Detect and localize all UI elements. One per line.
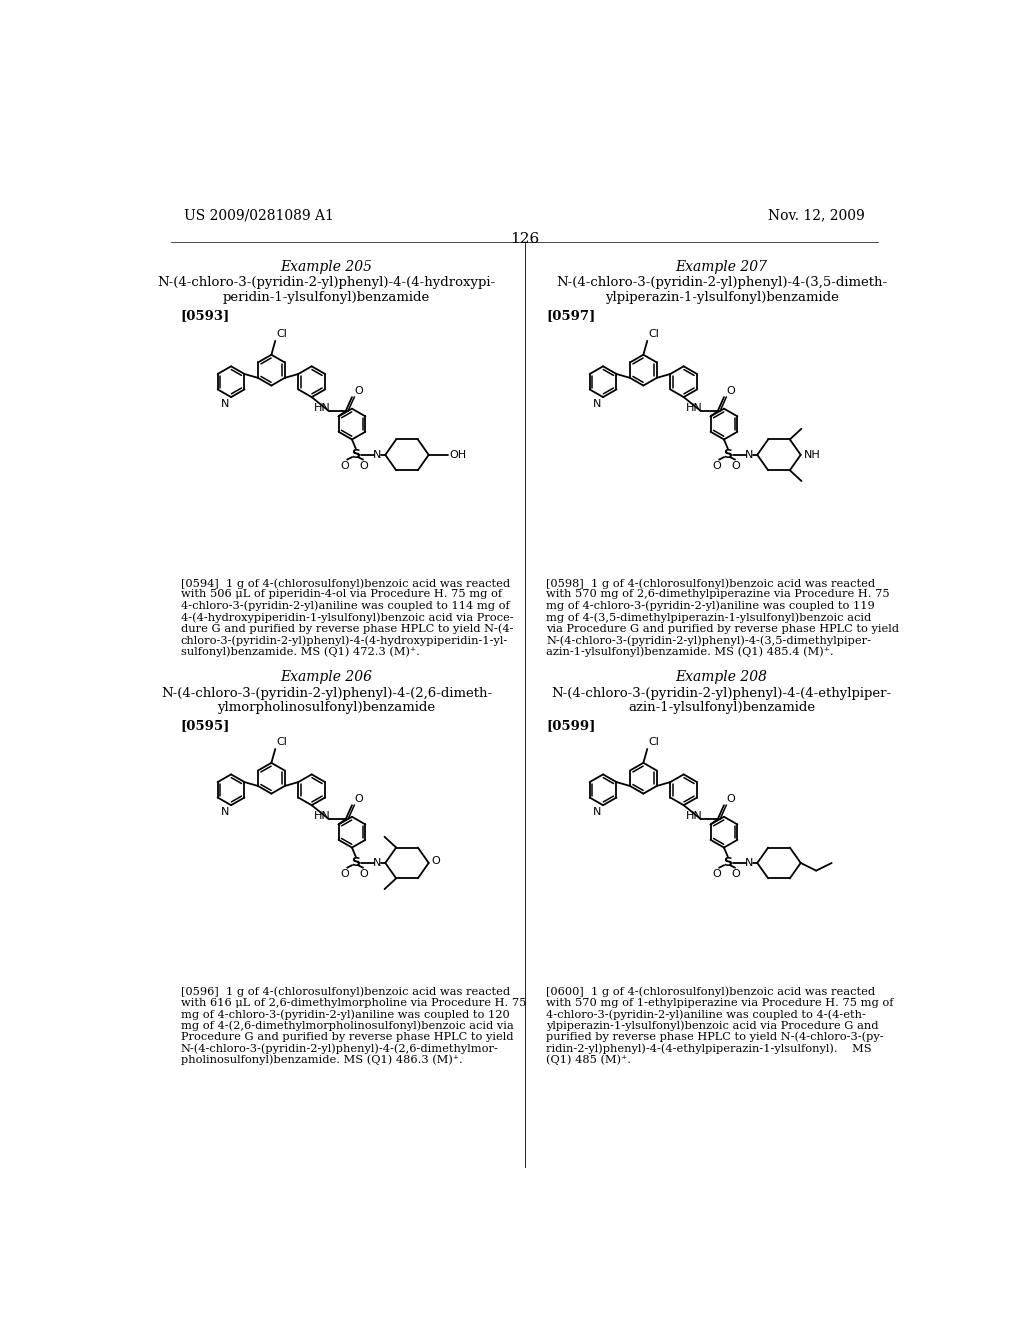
Text: N: N bbox=[745, 450, 754, 459]
Text: Example 206: Example 206 bbox=[281, 671, 373, 685]
Text: O: O bbox=[341, 869, 349, 879]
Text: Example 207: Example 207 bbox=[676, 260, 768, 275]
Text: mg of 4-chloro-3-(pyridin-2-yl)aniline was coupled to 119: mg of 4-chloro-3-(pyridin-2-yl)aniline w… bbox=[547, 601, 876, 611]
Text: chloro-3-(pyridin-2-yl)phenyl)-4-(4-hydroxypiperidin-1-yl-: chloro-3-(pyridin-2-yl)phenyl)-4-(4-hydr… bbox=[180, 635, 508, 645]
Text: N: N bbox=[221, 807, 229, 817]
Text: N: N bbox=[593, 807, 601, 817]
Text: 4-(4-hydroxypiperidin-1-ylsulfonyl)benzoic acid via Proce-: 4-(4-hydroxypiperidin-1-ylsulfonyl)benzo… bbox=[180, 612, 513, 623]
Text: mg of 4-chloro-3-(pyridin-2-yl)aniline was coupled to 120: mg of 4-chloro-3-(pyridin-2-yl)aniline w… bbox=[180, 1008, 510, 1019]
Text: Example 205: Example 205 bbox=[281, 260, 373, 275]
Text: sulfonyl)benzamide. MS (Q1) 472.3 (M)⁺.: sulfonyl)benzamide. MS (Q1) 472.3 (M)⁺. bbox=[180, 647, 420, 657]
Text: 4-chloro-3-(pyridin-2-yl)aniline was coupled to 4-(4-eth-: 4-chloro-3-(pyridin-2-yl)aniline was cou… bbox=[547, 1008, 866, 1019]
Text: via Procedure G and purified by reverse phase HPLC to yield: via Procedure G and purified by reverse … bbox=[547, 623, 899, 634]
Text: Procedure G and purified by reverse phase HPLC to yield: Procedure G and purified by reverse phas… bbox=[180, 1032, 513, 1041]
Text: ylpiperazin-1-ylsulfonyl)benzoic acid via Procedure G and: ylpiperazin-1-ylsulfonyl)benzoic acid vi… bbox=[547, 1020, 879, 1031]
Text: Cl: Cl bbox=[648, 738, 658, 747]
Text: [0595]: [0595] bbox=[180, 719, 230, 733]
Text: OH: OH bbox=[450, 450, 467, 459]
Text: O: O bbox=[731, 869, 740, 879]
Text: [0597]: [0597] bbox=[547, 309, 596, 322]
Text: 126: 126 bbox=[510, 231, 540, 246]
Text: Cl: Cl bbox=[648, 330, 658, 339]
Text: peridin-1-ylsulfonyl)benzamide: peridin-1-ylsulfonyl)benzamide bbox=[223, 290, 430, 304]
Text: N: N bbox=[745, 858, 754, 869]
Text: O: O bbox=[359, 461, 368, 471]
Text: N: N bbox=[374, 450, 382, 459]
Text: N-(4-chloro-3-(pyridin-2-yl)phenyl)-4-(4-ethylpiper-: N-(4-chloro-3-(pyridin-2-yl)phenyl)-4-(4… bbox=[552, 686, 892, 700]
Text: S: S bbox=[723, 449, 732, 462]
Text: HN: HN bbox=[314, 404, 331, 413]
Text: O: O bbox=[713, 869, 721, 879]
Text: mg of 4-(2,6-dimethylmorpholinosulfonyl)benzoic acid via: mg of 4-(2,6-dimethylmorpholinosulfonyl)… bbox=[180, 1020, 513, 1031]
Text: O: O bbox=[354, 385, 364, 396]
Text: with 616 μL of 2,6-dimethylmorpholine via Procedure H. 75: with 616 μL of 2,6-dimethylmorpholine vi… bbox=[180, 998, 526, 1007]
Text: HN: HN bbox=[686, 812, 702, 821]
Text: N-(4-chloro-3-(pyridin-2-yl)phenyl)-4-(3,5-dimeth-: N-(4-chloro-3-(pyridin-2-yl)phenyl)-4-(3… bbox=[556, 276, 887, 289]
Text: azin-1-ylsulfonyl)benzamide. MS (Q1) 485.4 (M)⁺.: azin-1-ylsulfonyl)benzamide. MS (Q1) 485… bbox=[547, 647, 835, 657]
Text: pholinosulfonyl)benzamide. MS (Q1) 486.3 (M)⁺.: pholinosulfonyl)benzamide. MS (Q1) 486.3… bbox=[180, 1055, 463, 1065]
Text: O: O bbox=[713, 461, 721, 471]
Text: [0593]: [0593] bbox=[180, 309, 230, 322]
Text: purified by reverse phase HPLC to yield N-(4-chloro-3-(py-: purified by reverse phase HPLC to yield … bbox=[547, 1032, 884, 1043]
Text: N-(4-chloro-3-(pyridin-2-yl)phenyl)-4-(3,5-dimethylpiper-: N-(4-chloro-3-(pyridin-2-yl)phenyl)-4-(3… bbox=[547, 635, 871, 645]
Text: HN: HN bbox=[314, 812, 331, 821]
Text: N: N bbox=[221, 399, 229, 409]
Text: O: O bbox=[431, 857, 439, 866]
Text: O: O bbox=[354, 793, 364, 804]
Text: O: O bbox=[726, 385, 735, 396]
Text: US 2009/0281089 A1: US 2009/0281089 A1 bbox=[183, 209, 334, 223]
Text: 4-chloro-3-(pyridin-2-yl)aniline was coupled to 114 mg of: 4-chloro-3-(pyridin-2-yl)aniline was cou… bbox=[180, 601, 510, 611]
Text: ylpiperazin-1-ylsulfonyl)benzamide: ylpiperazin-1-ylsulfonyl)benzamide bbox=[605, 290, 839, 304]
Text: with 570 mg of 2,6-dimethylpiperazine via Procedure H. 75: with 570 mg of 2,6-dimethylpiperazine vi… bbox=[547, 590, 890, 599]
Text: S: S bbox=[351, 449, 360, 462]
Text: [0598]  1 g of 4-(chlorosulfonyl)benzoic acid was reacted: [0598] 1 g of 4-(chlorosulfonyl)benzoic … bbox=[547, 578, 876, 589]
Text: HN: HN bbox=[686, 404, 702, 413]
Text: O: O bbox=[341, 461, 349, 471]
Text: with 570 mg of 1-ethylpiperazine via Procedure H. 75 mg of: with 570 mg of 1-ethylpiperazine via Pro… bbox=[547, 998, 894, 1007]
Text: O: O bbox=[359, 869, 368, 879]
Text: N-(4-chloro-3-(pyridin-2-yl)phenyl)-4-(2,6-dimeth-: N-(4-chloro-3-(pyridin-2-yl)phenyl)-4-(2… bbox=[161, 686, 492, 700]
Text: Nov. 12, 2009: Nov. 12, 2009 bbox=[768, 209, 864, 223]
Text: O: O bbox=[726, 793, 735, 804]
Text: N-(4-chloro-3-(pyridin-2-yl)phenyl)-4-(4-hydroxypi-: N-(4-chloro-3-(pyridin-2-yl)phenyl)-4-(4… bbox=[158, 276, 496, 289]
Text: ridin-2-yl)phenyl)-4-(4-ethylpiperazin-1-ylsulfonyl).    MS: ridin-2-yl)phenyl)-4-(4-ethylpiperazin-1… bbox=[547, 1043, 872, 1053]
Text: S: S bbox=[351, 857, 360, 870]
Text: mg of 4-(3,5-dimethylpiperazin-1-ylsulfonyl)benzoic acid: mg of 4-(3,5-dimethylpiperazin-1-ylsulfo… bbox=[547, 612, 871, 623]
Text: N: N bbox=[374, 858, 382, 869]
Text: [0600]  1 g of 4-(chlorosulfonyl)benzoic acid was reacted: [0600] 1 g of 4-(chlorosulfonyl)benzoic … bbox=[547, 986, 876, 997]
Text: [0596]  1 g of 4-(chlorosulfonyl)benzoic acid was reacted: [0596] 1 g of 4-(chlorosulfonyl)benzoic … bbox=[180, 986, 510, 997]
Text: with 506 μL of piperidin-4-ol via Procedure H. 75 mg of: with 506 μL of piperidin-4-ol via Proced… bbox=[180, 590, 502, 599]
Text: [0594]  1 g of 4-(chlorosulfonyl)benzoic acid was reacted: [0594] 1 g of 4-(chlorosulfonyl)benzoic … bbox=[180, 578, 510, 589]
Text: azin-1-ylsulfonyl)benzamide: azin-1-ylsulfonyl)benzamide bbox=[628, 701, 815, 714]
Text: O: O bbox=[731, 461, 740, 471]
Text: S: S bbox=[723, 857, 732, 870]
Text: NH: NH bbox=[804, 450, 820, 459]
Text: N-(4-chloro-3-(pyridin-2-yl)phenyl)-4-(2,6-dimethylmor-: N-(4-chloro-3-(pyridin-2-yl)phenyl)-4-(2… bbox=[180, 1043, 499, 1053]
Text: dure G and purified by reverse phase HPLC to yield N-(4-: dure G and purified by reverse phase HPL… bbox=[180, 623, 513, 634]
Text: Example 208: Example 208 bbox=[676, 671, 768, 685]
Text: N: N bbox=[593, 399, 601, 409]
Text: [0599]: [0599] bbox=[547, 719, 596, 733]
Text: Cl: Cl bbox=[276, 738, 287, 747]
Text: (Q1) 485 (M)⁺.: (Q1) 485 (M)⁺. bbox=[547, 1055, 632, 1065]
Text: Cl: Cl bbox=[276, 330, 287, 339]
Text: ylmorpholinosulfonyl)benzamide: ylmorpholinosulfonyl)benzamide bbox=[217, 701, 435, 714]
